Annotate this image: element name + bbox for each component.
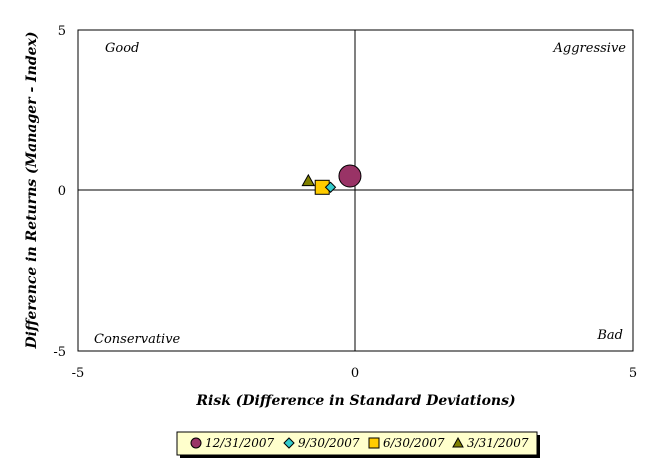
legend-label: 12/31/2007 bbox=[205, 436, 275, 450]
legend-label: 9/30/2007 bbox=[298, 436, 360, 450]
quadrant-label-bad: Bad bbox=[596, 328, 623, 343]
quadrant-label-good: Good bbox=[105, 41, 139, 56]
x-tick-label: -5 bbox=[72, 366, 85, 381]
legend-marker-circle bbox=[190, 437, 202, 449]
y-tick-label: 0 bbox=[58, 184, 66, 199]
data-points bbox=[301, 164, 362, 195]
y-axis-title: Difference in Returns (Manager - Index) bbox=[24, 31, 40, 349]
y-tick-label: 5 bbox=[58, 24, 66, 39]
legend-box bbox=[176, 431, 538, 456]
y-tick-label: -5 bbox=[53, 345, 66, 360]
x-axis-title: Risk (Difference in Standard Deviations) bbox=[195, 393, 515, 409]
legend-marker-diamond bbox=[283, 437, 295, 449]
quadrant-label-aggressive: Aggressive bbox=[553, 41, 627, 56]
data-point-triangle bbox=[301, 173, 316, 187]
data-point-circle bbox=[338, 164, 362, 188]
legend: 12/31/2007 9/30/2007 6/30/2007 3/31/2007 bbox=[190, 436, 529, 450]
legend-marker-triangle bbox=[452, 436, 464, 448]
x-tick-label: 0 bbox=[351, 366, 359, 381]
legend-marker-square bbox=[368, 437, 380, 449]
legend-label: 6/30/2007 bbox=[383, 436, 445, 450]
x-tick-label: 5 bbox=[629, 366, 637, 381]
data-point-diamond bbox=[324, 181, 337, 193]
quadrant-label-conservative: Conservative bbox=[94, 332, 181, 347]
legend-label: 3/31/2007 bbox=[467, 436, 529, 450]
